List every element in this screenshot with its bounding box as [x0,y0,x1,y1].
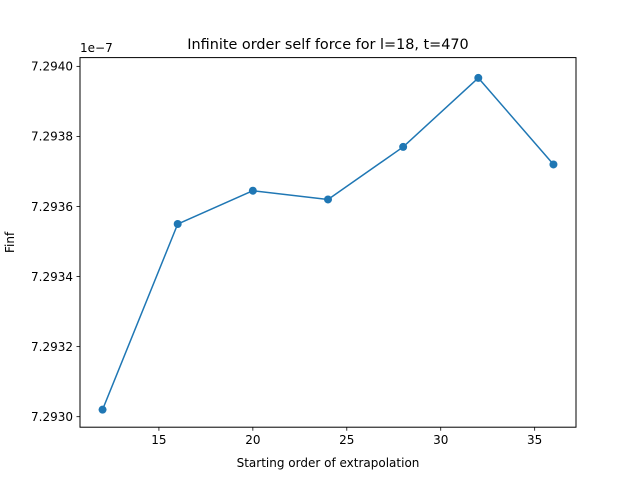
plot-layer [98,73,558,414]
y-axis-ticks: 7.2930 7.2932 7.2934 7.2936 7.2938 7.2940 [31,60,80,424]
x-tick-label: 25 [339,433,354,447]
y-tick-label: 7.2938 [31,130,73,144]
data-point [173,220,182,229]
y-tick-label: 7.2930 [31,410,73,424]
data-point [399,142,408,151]
data-point [549,160,558,169]
plot-frame [79,57,577,428]
y-axis-offset-label: 1e−7 [80,41,113,55]
y-tick-label: 7.2940 [31,60,73,74]
x-axis-ticks: 15 20 25 30 35 [151,427,542,447]
y-tick-label: 7.2932 [31,340,73,354]
chart-title: Infinite order self force for l=18, t=47… [187,37,468,53]
y-axis-label: Finf [3,231,17,253]
data-point [324,195,332,204]
x-tick-label: 20 [245,433,260,447]
x-tick-label: 15 [151,433,166,447]
x-axis-label: Starting order of extrapolation [237,456,420,470]
data-point [474,73,483,82]
data-point [248,186,257,195]
y-tick-label: 7.2934 [31,270,73,284]
data-point [98,405,107,414]
x-tick-label: 30 [433,433,448,447]
y-tick-label: 7.2936 [31,200,73,214]
x-tick-label: 35 [527,433,542,447]
